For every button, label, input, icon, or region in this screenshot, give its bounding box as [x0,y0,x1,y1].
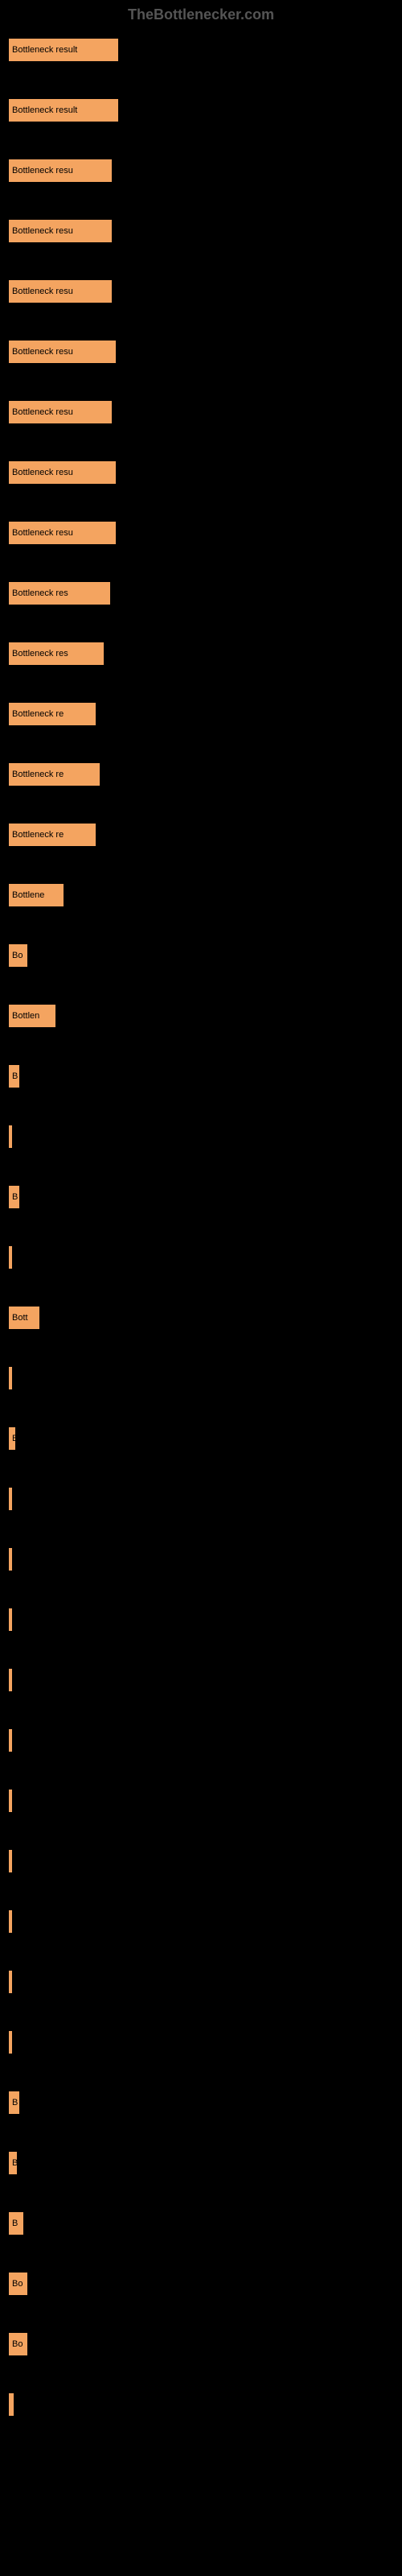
bar: Bottleneck re [8,823,96,847]
bar-row: Bottleneck resu [8,340,394,364]
bar: Bo [8,2332,28,2356]
bar-row [8,1487,394,1511]
bar-row: Bottleneck re [8,762,394,786]
bar: Bottleneck resu [8,521,117,545]
bar-row [8,2030,394,2054]
bar: Bottlene [8,883,64,907]
watermark-text: TheBottlenecker.com [0,0,402,30]
bar-row [8,1970,394,1994]
bar [8,2030,13,2054]
bar [8,1789,13,1813]
bar-row: Bottleneck re [8,823,394,847]
bar-row: Bottleneck resu [8,460,394,485]
bars-container: Bottleneck result Bottleneck result Bottle… [8,38,394,2417]
bar [8,1728,13,1752]
bar-row: Bottleneck resu [8,159,394,183]
bar-row [8,2392,394,2417]
bar: Bo [8,2272,28,2296]
bar-row: Bo [8,2272,394,2296]
bar: B [8,2211,24,2235]
bar-row: Bottleneck result [8,38,394,62]
bar-row [8,1608,394,1632]
bar-row: Bottleneck resu [8,219,394,243]
bar: Bottleneck re [8,762,100,786]
bar: B [8,1426,16,1451]
bar: Bottleneck resu [8,219,113,243]
bar [8,1668,13,1692]
bar [8,1487,13,1511]
bar-row: B [8,1426,394,1451]
bar: B [8,2091,20,2115]
bar [8,1547,13,1571]
bar-row: Bottlen [8,1004,394,1028]
bar-row: Bottlene [8,883,394,907]
bar-row [8,1125,394,1149]
bar-row: B [8,1185,394,1209]
bar [8,2392,14,2417]
bar-row [8,1789,394,1813]
bar-row [8,1366,394,1390]
bar: Bottleneck result [8,38,119,62]
bar-row [8,1728,394,1752]
bar [8,1366,13,1390]
bar [8,1608,13,1632]
bar: Bottleneck resu [8,159,113,183]
bar-row: Bottleneck resu [8,521,394,545]
bar-row: Bottleneck resu [8,400,394,424]
bar [8,1125,13,1149]
bar: Bottleneck re [8,702,96,726]
bar: B [8,1185,20,1209]
bar-row: B [8,2091,394,2115]
bar-row: Bottleneck resu [8,279,394,303]
bar [8,1970,13,1994]
bar: Bott [8,1306,40,1330]
bar: Bottleneck resu [8,400,113,424]
bar-row: Bottleneck res [8,581,394,605]
bar-row [8,1909,394,1934]
bar-row: B [8,1064,394,1088]
chart-container: Bottleneck result Bottleneck result Bottle… [0,30,402,2461]
bar-row: Bottleneck res [8,642,394,666]
bar: Bottlen [8,1004,56,1028]
bar [8,1849,13,1873]
bar-row [8,1547,394,1571]
bar-row [8,1245,394,1269]
bar [8,1909,13,1934]
bar [8,1245,13,1269]
bar-row: Bottleneck result [8,98,394,122]
bar-row: B [8,2151,394,2175]
bar: Bottleneck res [8,642,105,666]
bar: Bottleneck result [8,98,119,122]
bar: B [8,2151,18,2175]
bar-row [8,1849,394,1873]
bar-row: Bottleneck re [8,702,394,726]
bar-row: Bott [8,1306,394,1330]
bar: Bottleneck resu [8,279,113,303]
bar-row: Bo [8,943,394,968]
bar-row: B [8,2211,394,2235]
bar: Bottleneck resu [8,340,117,364]
bar: Bottleneck resu [8,460,117,485]
bar: Bottleneck res [8,581,111,605]
bar: B [8,1064,20,1088]
bar-row: Bo [8,2332,394,2356]
bar: Bo [8,943,28,968]
bar-row [8,1668,394,1692]
